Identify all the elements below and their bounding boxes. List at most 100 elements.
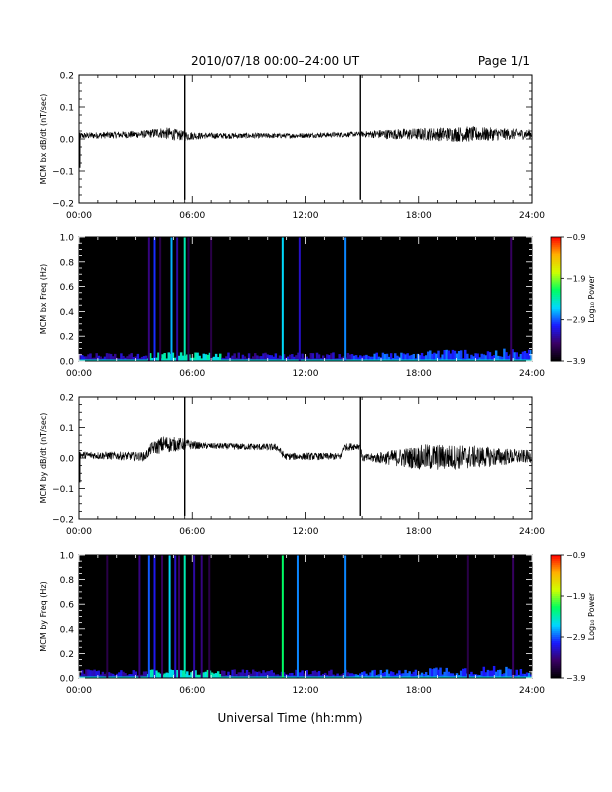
x-tick-label: 12:00 — [293, 211, 319, 221]
colorbar-segment — [551, 358, 561, 362]
signal-trace — [78, 436, 533, 470]
lowfreq-band — [221, 357, 224, 361]
lowfreq-band — [130, 353, 133, 361]
colorbar-segment — [551, 334, 561, 337]
lowfreq-band — [249, 673, 253, 678]
lowfreq-band — [264, 672, 267, 678]
lowfreq-band — [136, 353, 140, 361]
spectral-line — [512, 555, 515, 678]
lowfreq-band — [194, 352, 197, 361]
lowfreq-band — [91, 357, 94, 361]
colorbar-tick-label: −0.9 — [566, 551, 585, 560]
lowfreq-band — [480, 671, 483, 678]
lowfreq-band — [231, 669, 234, 678]
spectral-line — [208, 555, 211, 678]
colorbar-segment — [551, 667, 561, 671]
lowfreq-band — [494, 350, 498, 361]
y-axis-label: MCM bx Freq (Hz) — [39, 264, 48, 334]
lowfreq-band — [505, 666, 508, 678]
colorbar-segment — [551, 249, 561, 252]
lowfreq-band — [441, 354, 444, 361]
panel-1: 0.2 0.1 0.0 −0.1 −0.200:00 06:00 12:00 18:00 24:… — [39, 72, 545, 222]
lowfreq-band — [383, 354, 387, 361]
lowfreq-band — [165, 672, 168, 678]
lowfreq-band — [470, 354, 473, 361]
colorbar-segment — [551, 563, 561, 566]
lowfreq-band — [367, 355, 370, 361]
colorbar-segment — [551, 272, 561, 275]
spectral-line — [298, 237, 301, 361]
y-tick-label: 0.1 — [60, 424, 74, 434]
lowfreq-band — [103, 673, 107, 678]
heatmap-background — [79, 237, 532, 361]
colorbar: −0.9 −1.9 −2.9 −3.9 Log₁₀ Power — [550, 551, 596, 683]
colorbar-segment — [551, 247, 561, 250]
lowfreq-band — [525, 353, 529, 361]
colorbar-segment — [551, 265, 561, 269]
lowfreq-band — [326, 674, 329, 678]
lowfreq-band — [299, 672, 302, 678]
lowfreq-band — [126, 356, 129, 361]
lowfreq-band — [159, 673, 162, 678]
signal-trace — [78, 125, 533, 142]
colorbar-segment — [551, 591, 561, 595]
colorbar-segment — [551, 649, 561, 652]
colorbar-segment — [551, 659, 561, 663]
lowfreq-band — [235, 357, 238, 361]
lowfreq-band — [321, 673, 325, 678]
lowfreq-band — [418, 674, 422, 678]
lowfreq-band — [270, 670, 273, 678]
colorbar-segment — [551, 657, 561, 661]
spectral-line — [138, 555, 141, 678]
x-tick-label: 18:00 — [406, 686, 432, 696]
spectral-line — [106, 555, 109, 678]
lowfreq-band — [439, 357, 442, 361]
figure-title: 2010/07/18 00:00–24:00 UT — [191, 54, 360, 68]
spectral-line — [510, 237, 513, 361]
y-tick-label: −0.2 — [52, 200, 74, 210]
x-tick-label: 06:00 — [179, 211, 205, 221]
colorbar-segment — [551, 321, 561, 325]
colorbar-segment — [551, 577, 561, 581]
x-tick-label: 12:00 — [293, 686, 319, 696]
colorbar-segment — [551, 282, 561, 286]
colorbar-segment — [551, 303, 561, 306]
lowfreq-band — [507, 668, 510, 678]
lowfreq-band — [284, 674, 288, 678]
lowfreq-band — [426, 675, 430, 678]
lowfreq-band — [404, 669, 407, 678]
lowfreq-band — [373, 669, 376, 678]
lowfreq-band — [484, 355, 488, 361]
lowfreq-band — [254, 671, 257, 678]
lowfreq-band — [120, 353, 123, 361]
lowfreq-band — [179, 670, 183, 678]
lowfreq-band — [486, 669, 490, 678]
colorbar-segment — [551, 342, 561, 345]
lowfreq-band — [225, 675, 228, 678]
lowfreq-band — [151, 669, 154, 678]
colorbar-segment — [551, 579, 561, 583]
lowfreq-band — [144, 671, 148, 678]
lowfreq-band — [223, 670, 226, 678]
colorbar-segment — [551, 596, 561, 599]
lowfreq-band — [324, 357, 327, 361]
lowfreq-band — [111, 673, 115, 678]
colorbar-segment — [551, 589, 561, 593]
lowfreq-band — [457, 674, 461, 678]
lowfreq-band — [149, 669, 152, 678]
lowfreq-band — [114, 675, 117, 678]
lowfreq-band — [412, 671, 416, 678]
lowfreq-band — [103, 356, 107, 361]
lowfreq-band — [305, 356, 308, 361]
spectral-line — [296, 555, 299, 678]
lowfreq-band — [140, 674, 144, 678]
lowfreq-band — [99, 356, 103, 361]
lowfreq-band — [219, 674, 222, 678]
spectral-line — [193, 555, 196, 678]
lowfreq-band — [420, 352, 424, 361]
lowfreq-band — [83, 356, 86, 361]
colorbar-segment — [551, 634, 561, 638]
x-tick-label: 06:00 — [179, 527, 205, 537]
lowfreq-band — [464, 668, 467, 678]
colorbar-segment — [551, 340, 561, 343]
